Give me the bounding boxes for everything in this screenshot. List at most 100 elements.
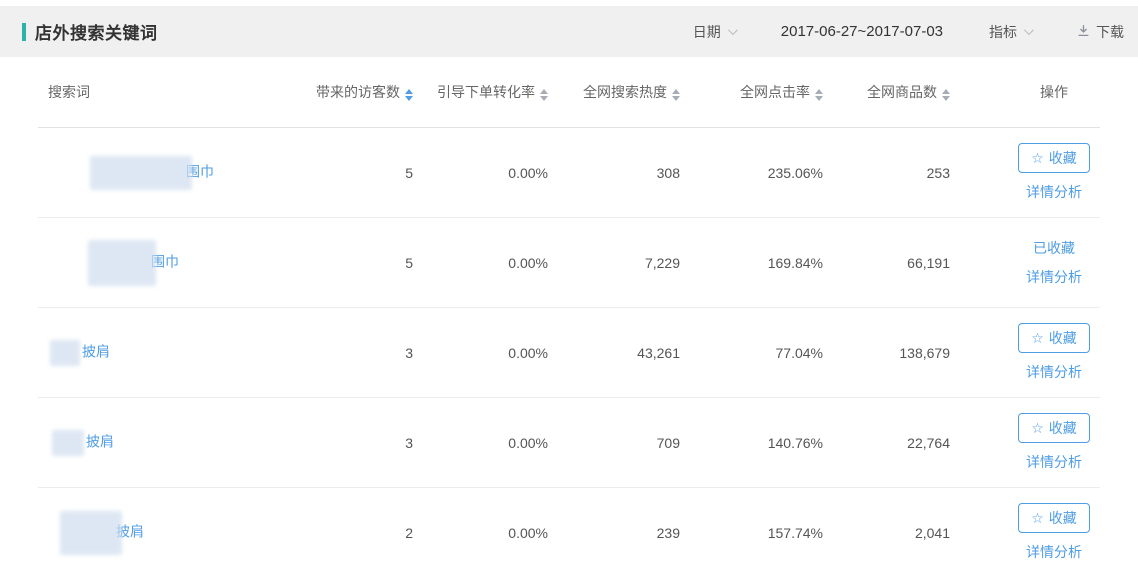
redaction-blur (60, 510, 122, 555)
table-header-row: 搜索词 带来的访客数 引导下单转化率 全网搜索热度 全网点击率 全网商品数 操作 (38, 57, 1100, 128)
detail-analysis-link[interactable]: 详情分析 (1026, 364, 1082, 380)
column-header[interactable]: 带来的访客数 (283, 82, 413, 102)
operation-cell: ☆ 收藏 详情分析 (950, 413, 1100, 472)
sort-icon[interactable] (672, 89, 680, 102)
operation-actions: ☆ 收藏 详情分析 (1010, 143, 1098, 202)
favorite-button[interactable]: ☆ 收藏 (1018, 413, 1090, 443)
search-term-cell: 披肩 (38, 339, 283, 366)
column-header-label: 带来的访客数 (316, 84, 400, 100)
column-header[interactable]: 搜索词 (38, 82, 283, 102)
detail-analysis-link[interactable]: 详情分析 (1026, 454, 1082, 470)
visitors-cell: 3 (405, 434, 413, 451)
click-rate-cell: 140.76% (767, 434, 823, 451)
redaction-blur (90, 155, 192, 190)
redaction-blur (50, 339, 80, 366)
operation-actions: 已收藏 详情分析 (1010, 238, 1098, 287)
keywords-table: 搜索词 带来的访客数 引导下单转化率 全网搜索热度 全网点击率 全网商品数 操作… (0, 57, 1138, 575)
visitors-cell: 2 (405, 524, 413, 541)
download-label: 下载 (1096, 23, 1124, 40)
conversion-rate-cell: 0.00% (508, 164, 548, 181)
operation-cell: ☆ 收藏 详情分析 (950, 323, 1100, 382)
visitors-cell: 3 (405, 344, 413, 361)
detail-analysis-link[interactable]: 详情分析 (1026, 184, 1082, 200)
table-row: 披肩 3 0.00% 709 140.76% 22,764 ☆ 收藏 详情分析 (38, 398, 1100, 488)
operation-actions: ☆ 收藏 详情分析 (1010, 323, 1098, 382)
title-bar: 店外搜索关键词 日期 2017-06-27~2017-07-03 指标 下载 (0, 6, 1138, 57)
table-row: 围巾 5 0.00% 7,229 169.84% 66,191 已收藏 详情分析 (38, 218, 1100, 308)
sort-icon[interactable] (942, 89, 950, 102)
search-term-link[interactable]: 围巾 (186, 163, 214, 180)
column-header-label: 搜索词 (48, 84, 90, 100)
detail-analysis-link[interactable]: 详情分析 (1026, 269, 1082, 285)
operation-cell: 已收藏 详情分析 (950, 238, 1100, 287)
download-button[interactable]: 下载 (1077, 22, 1124, 42)
products-count-cell: 66,191 (907, 254, 950, 271)
products-count-cell: 253 (926, 164, 950, 181)
search-heat-cell: 43,261 (637, 344, 680, 361)
search-heat-cell: 308 (656, 164, 680, 181)
table-row: 披肩 3 0.00% 43,261 77.04% 138,679 ☆ 收藏 详情分… (38, 308, 1100, 398)
metrics-dropdown[interactable]: 指标 (989, 22, 1034, 42)
operation-cell: ☆ 收藏 详情分析 (950, 143, 1100, 202)
search-term-link[interactable]: 围巾 (151, 253, 179, 270)
favorite-button-label: 收藏 (1048, 510, 1077, 526)
detail-analysis-link[interactable]: 详情分析 (1026, 544, 1082, 560)
sort-icon[interactable] (540, 89, 548, 102)
favorite-button-label: 收藏 (1048, 150, 1077, 166)
operation-actions: ☆ 收藏 详情分析 (1010, 413, 1098, 472)
search-heat-cell: 239 (656, 524, 680, 541)
column-header[interactable]: 全网商品数 (823, 82, 950, 102)
conversion-rate-cell: 0.00% (508, 524, 548, 541)
visitors-cell: 5 (405, 164, 413, 181)
search-term-cell: 披肩 (38, 429, 283, 456)
products-count-cell: 2,041 (914, 524, 950, 541)
table-row: 围巾 5 0.00% 308 235.06% 253 ☆ 收藏 详情分析 (38, 128, 1100, 218)
search-term-link[interactable]: 披肩 (116, 523, 144, 540)
operation-actions: ☆ 收藏 详情分析 (1010, 503, 1098, 562)
operation-cell: ☆ 收藏 详情分析 (950, 503, 1100, 562)
date-range-value[interactable]: 2017-06-27~2017-07-03 (780, 23, 943, 40)
favorited-label: 已收藏 (1033, 240, 1075, 256)
column-header-label: 引导下单转化率 (437, 84, 535, 100)
date-dropdown[interactable]: 日期 (692, 22, 738, 42)
title-accent-bar (22, 22, 26, 41)
favorite-button[interactable]: ☆ 收藏 (1018, 503, 1090, 533)
redaction-blur (52, 429, 84, 456)
favorite-button[interactable]: ☆ 收藏 (1018, 323, 1090, 353)
search-term-cell: 围巾 (38, 239, 283, 286)
chevron-down-icon (727, 25, 738, 36)
table-row: 披肩 2 0.00% 239 157.74% 2,041 ☆ 收藏 详情分析 (38, 488, 1100, 575)
column-header[interactable]: 操作 (950, 82, 1100, 102)
table-body: 围巾 5 0.00% 308 235.06% 253 ☆ 收藏 详情分析 围巾 5… (38, 128, 1100, 575)
page-title: 店外搜索关键词 (35, 24, 158, 43)
date-dropdown-label: 日期 (692, 23, 721, 40)
column-header-label: 全网点击率 (740, 84, 810, 100)
products-count-cell: 22,764 (907, 434, 950, 451)
search-term-link[interactable]: 披肩 (82, 343, 110, 360)
search-heat-cell: 7,229 (644, 254, 680, 271)
click-rate-cell: 77.04% (775, 344, 823, 361)
search-term-cell: 披肩 (38, 510, 283, 555)
sort-icon[interactable] (405, 89, 413, 102)
search-heat-cell: 709 (656, 434, 680, 451)
column-header-label: 全网搜索热度 (583, 84, 667, 100)
sort-icon[interactable] (815, 89, 823, 102)
search-term-link[interactable]: 披肩 (86, 433, 114, 450)
click-rate-cell: 169.84% (767, 254, 823, 271)
column-header-label: 操作 (1040, 84, 1068, 100)
click-rate-cell: 157.74% (767, 524, 823, 541)
column-header[interactable]: 全网搜索热度 (548, 82, 680, 102)
redaction-blur (88, 239, 156, 286)
click-rate-cell: 235.06% (767, 164, 823, 181)
column-header[interactable]: 全网点击率 (680, 82, 823, 102)
search-term-cell: 围巾 (38, 155, 283, 190)
conversion-rate-cell: 0.00% (508, 344, 548, 361)
favorite-button-label: 收藏 (1048, 330, 1077, 346)
column-header[interactable]: 引导下单转化率 (413, 82, 548, 102)
chevron-down-icon (1023, 25, 1034, 36)
metrics-dropdown-label: 指标 (989, 23, 1017, 40)
favorite-button[interactable]: ☆ 收藏 (1018, 143, 1090, 173)
column-header-label: 全网商品数 (867, 84, 937, 100)
star-icon: ☆ (1031, 150, 1044, 166)
visitors-cell: 5 (405, 254, 413, 271)
